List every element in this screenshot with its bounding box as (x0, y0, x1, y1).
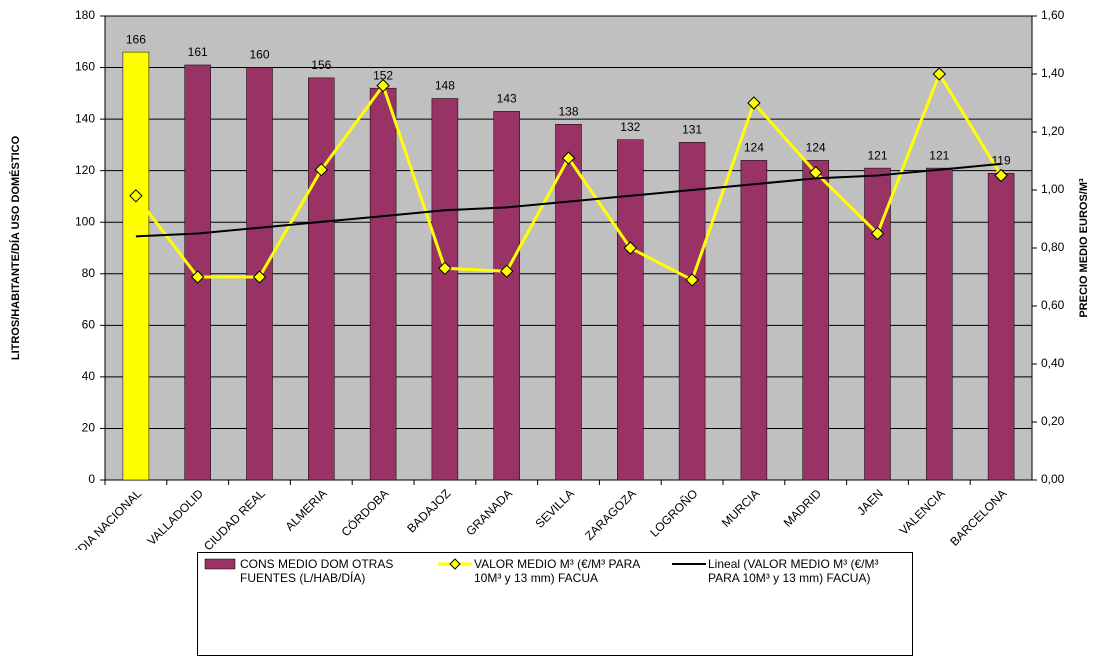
legend-label: Lineal (VALOR MEDIO M³ (€/M³ PARA 10M³ y… (708, 557, 879, 585)
y2-tick-label: 0,40 (1041, 356, 1065, 370)
legend-swatch-rect (204, 558, 236, 570)
bar (555, 124, 582, 481)
marker (747, 96, 761, 110)
bar-label: 132 (620, 120, 640, 134)
bar-label: 121 (929, 148, 949, 162)
legend-item: VALOR MEDIO M³ (€/M³ PARA 10M³ y 13 mm) … (438, 557, 672, 651)
legend-item: Lineal (VALOR MEDIO M³ (€/M³ PARA 10M³ y… (672, 557, 906, 651)
bar-label: 131 (682, 122, 702, 136)
legend-swatch (204, 558, 236, 570)
y-axis-title: LITROS/HABITANTE/DÍA USO DOMÉSTICO (9, 135, 22, 360)
bar-label: 124 (744, 141, 764, 155)
legend-item: CONS MEDIO DOM OTRAS FUENTES (L/HAB/DÍA) (204, 557, 438, 651)
marker (870, 226, 885, 241)
x-tick-label: VALLADOLID (144, 486, 206, 548)
bar (617, 139, 644, 481)
legend-label: CONS MEDIO DOM OTRAS FUENTES (L/HAB/DÍA) (240, 557, 394, 585)
bar (926, 167, 953, 481)
bar (678, 142, 706, 481)
y-tick-label: 20 (82, 421, 96, 435)
bar-label: 166 (126, 32, 146, 46)
y-tick-label: 40 (82, 369, 96, 383)
bar-label: 148 (435, 79, 455, 93)
y2-tick-label: 0,80 (1041, 240, 1065, 254)
marker (129, 189, 143, 203)
x-tick-label: MADRID (781, 486, 825, 530)
x-tick-label: CÓRDOBA (338, 486, 392, 540)
x-tick-label: LOGROÑO (647, 486, 700, 539)
marker (314, 162, 329, 177)
y-tick-label: 120 (75, 163, 95, 177)
marker (932, 67, 947, 81)
x-tick-label: ALMERIA (283, 486, 330, 533)
x-tick-label: MEDIA NACIONAL (62, 486, 144, 550)
legend-swatch (672, 563, 706, 565)
bar-label: 152 (373, 68, 393, 82)
y-tick-label: 100 (75, 214, 95, 228)
marker (623, 241, 638, 255)
bar (308, 77, 335, 481)
bar-label: 121 (867, 148, 887, 162)
y-tick-label: 80 (82, 266, 96, 280)
x-tick-label: BADAJOZ (404, 486, 453, 535)
bar (740, 160, 768, 481)
marker (994, 168, 1008, 183)
x-tick-label: JAEN (854, 486, 886, 518)
bar-label: 138 (558, 104, 578, 118)
legend-swatch-marker (449, 558, 461, 570)
bar-label: 156 (311, 58, 331, 72)
y2-axis-title: PRECIO MEDIO EUROS/M³ (1078, 178, 1090, 318)
x-tick-label: ZARAGOZA (582, 486, 639, 543)
x-tick-label: BARCELONA (947, 486, 1009, 548)
x-tick-label: VALENCIA (896, 486, 947, 537)
bar-label: 161 (188, 45, 208, 59)
bar-label: 143 (497, 92, 517, 106)
x-tick-label: CIUDAD REAL (201, 486, 268, 550)
legend-label: VALOR MEDIO M³ (€/M³ PARA 10M³ y 13 mm) … (474, 557, 640, 585)
bar (493, 111, 520, 481)
marker (252, 270, 267, 284)
marker (190, 270, 205, 284)
y2-tick-label: 0,00 (1041, 472, 1065, 486)
y-tick-label: 60 (82, 318, 96, 332)
y-tick-label: 0 (88, 472, 95, 486)
chart: LITROS/HABITANTE/DÍA USO DOMÉSTICO PRECI… (9, 8, 1090, 568)
y2-tick-label: 1,40 (1041, 66, 1065, 80)
marker (685, 273, 699, 287)
y-tick-label: 140 (75, 111, 95, 125)
legend: CONS MEDIO DOM OTRAS FUENTES (L/HAB/DÍA)… (197, 552, 913, 656)
bar (864, 167, 891, 481)
marker (561, 151, 576, 165)
y-tick-label: 180 (75, 8, 95, 22)
marker (376, 78, 390, 93)
x-tick-label: GRANADA (463, 486, 515, 538)
x-tick-label: MURCIA (719, 486, 762, 529)
y-tick-label: 160 (75, 60, 95, 74)
marker (438, 261, 452, 276)
y2-tick-label: 1,00 (1041, 182, 1065, 196)
bar (802, 160, 829, 481)
bar (369, 87, 397, 481)
marker (499, 264, 514, 278)
y2-tick-label: 1,60 (1041, 8, 1065, 22)
bar-label: 160 (249, 48, 269, 62)
y2-tick-label: 0,60 (1041, 298, 1065, 312)
bar (431, 98, 459, 481)
y2-tick-label: 1,20 (1041, 124, 1065, 138)
y2-tick-label: 0,20 (1041, 414, 1065, 428)
legend-swatch (438, 558, 472, 570)
bar (122, 51, 150, 481)
x-tick-label: SEVILLA (533, 486, 577, 530)
bar (987, 172, 1015, 481)
line (135, 162, 1002, 238)
bar-label: 124 (806, 141, 826, 155)
